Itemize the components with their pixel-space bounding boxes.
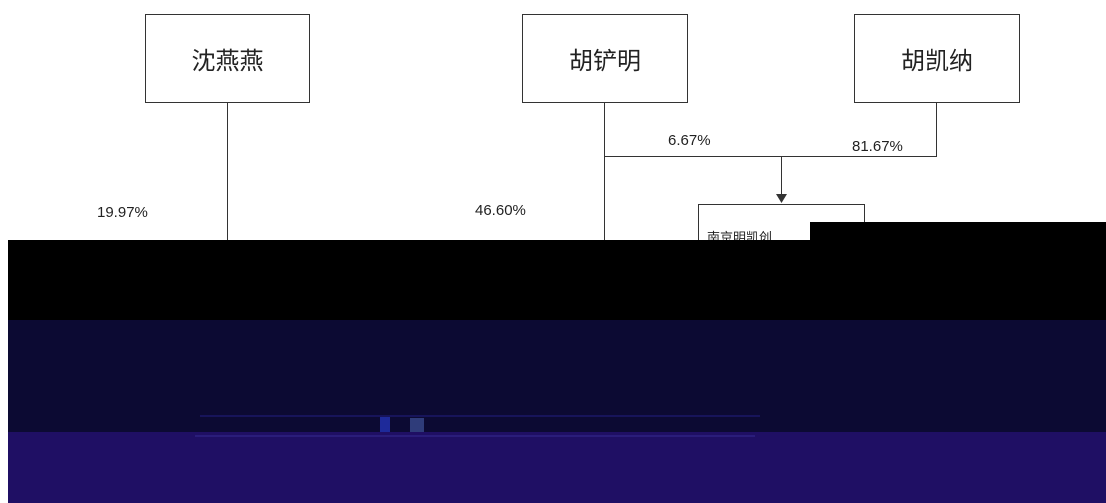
arrow-down-icon xyxy=(776,194,787,203)
percent-label-hu-kaina-nanjing: 81.67% xyxy=(852,138,903,155)
glitch-artifact xyxy=(380,416,390,432)
percent-label-hu-chanming-nanjing: 6.67% xyxy=(668,132,711,149)
percent-label-hu-chanming-direct: 46.60% xyxy=(475,202,526,219)
glitch-artifact xyxy=(410,418,424,432)
glitch-artifact xyxy=(195,435,755,437)
shareholder-label: 胡铲明 xyxy=(569,47,641,75)
shareholder-label: 胡凯纳 xyxy=(901,47,973,75)
connector-horizontal xyxy=(604,156,937,157)
corrupted-band-purple xyxy=(8,432,1106,503)
connector-to-nanjing xyxy=(781,156,782,196)
connector-hu-chanming-down xyxy=(604,103,605,240)
percent-label-shen: 19.97% xyxy=(97,204,148,221)
glitch-artifact xyxy=(200,415,760,417)
glitch-artifact xyxy=(810,222,1106,240)
corrupted-band-black xyxy=(8,240,1106,320)
corrupted-band-navy xyxy=(8,320,1106,432)
connector-hu-kaina-down xyxy=(936,103,937,157)
shareholder-box-hu-chanming: 胡铲明 xyxy=(522,14,688,103)
shareholder-label: 沈燕燕 xyxy=(191,47,264,75)
shareholder-box-shen: 沈燕燕 xyxy=(145,14,310,103)
shareholder-box-hu-kaina: 胡凯纳 xyxy=(854,14,1020,103)
connector-shen-down xyxy=(227,103,228,240)
